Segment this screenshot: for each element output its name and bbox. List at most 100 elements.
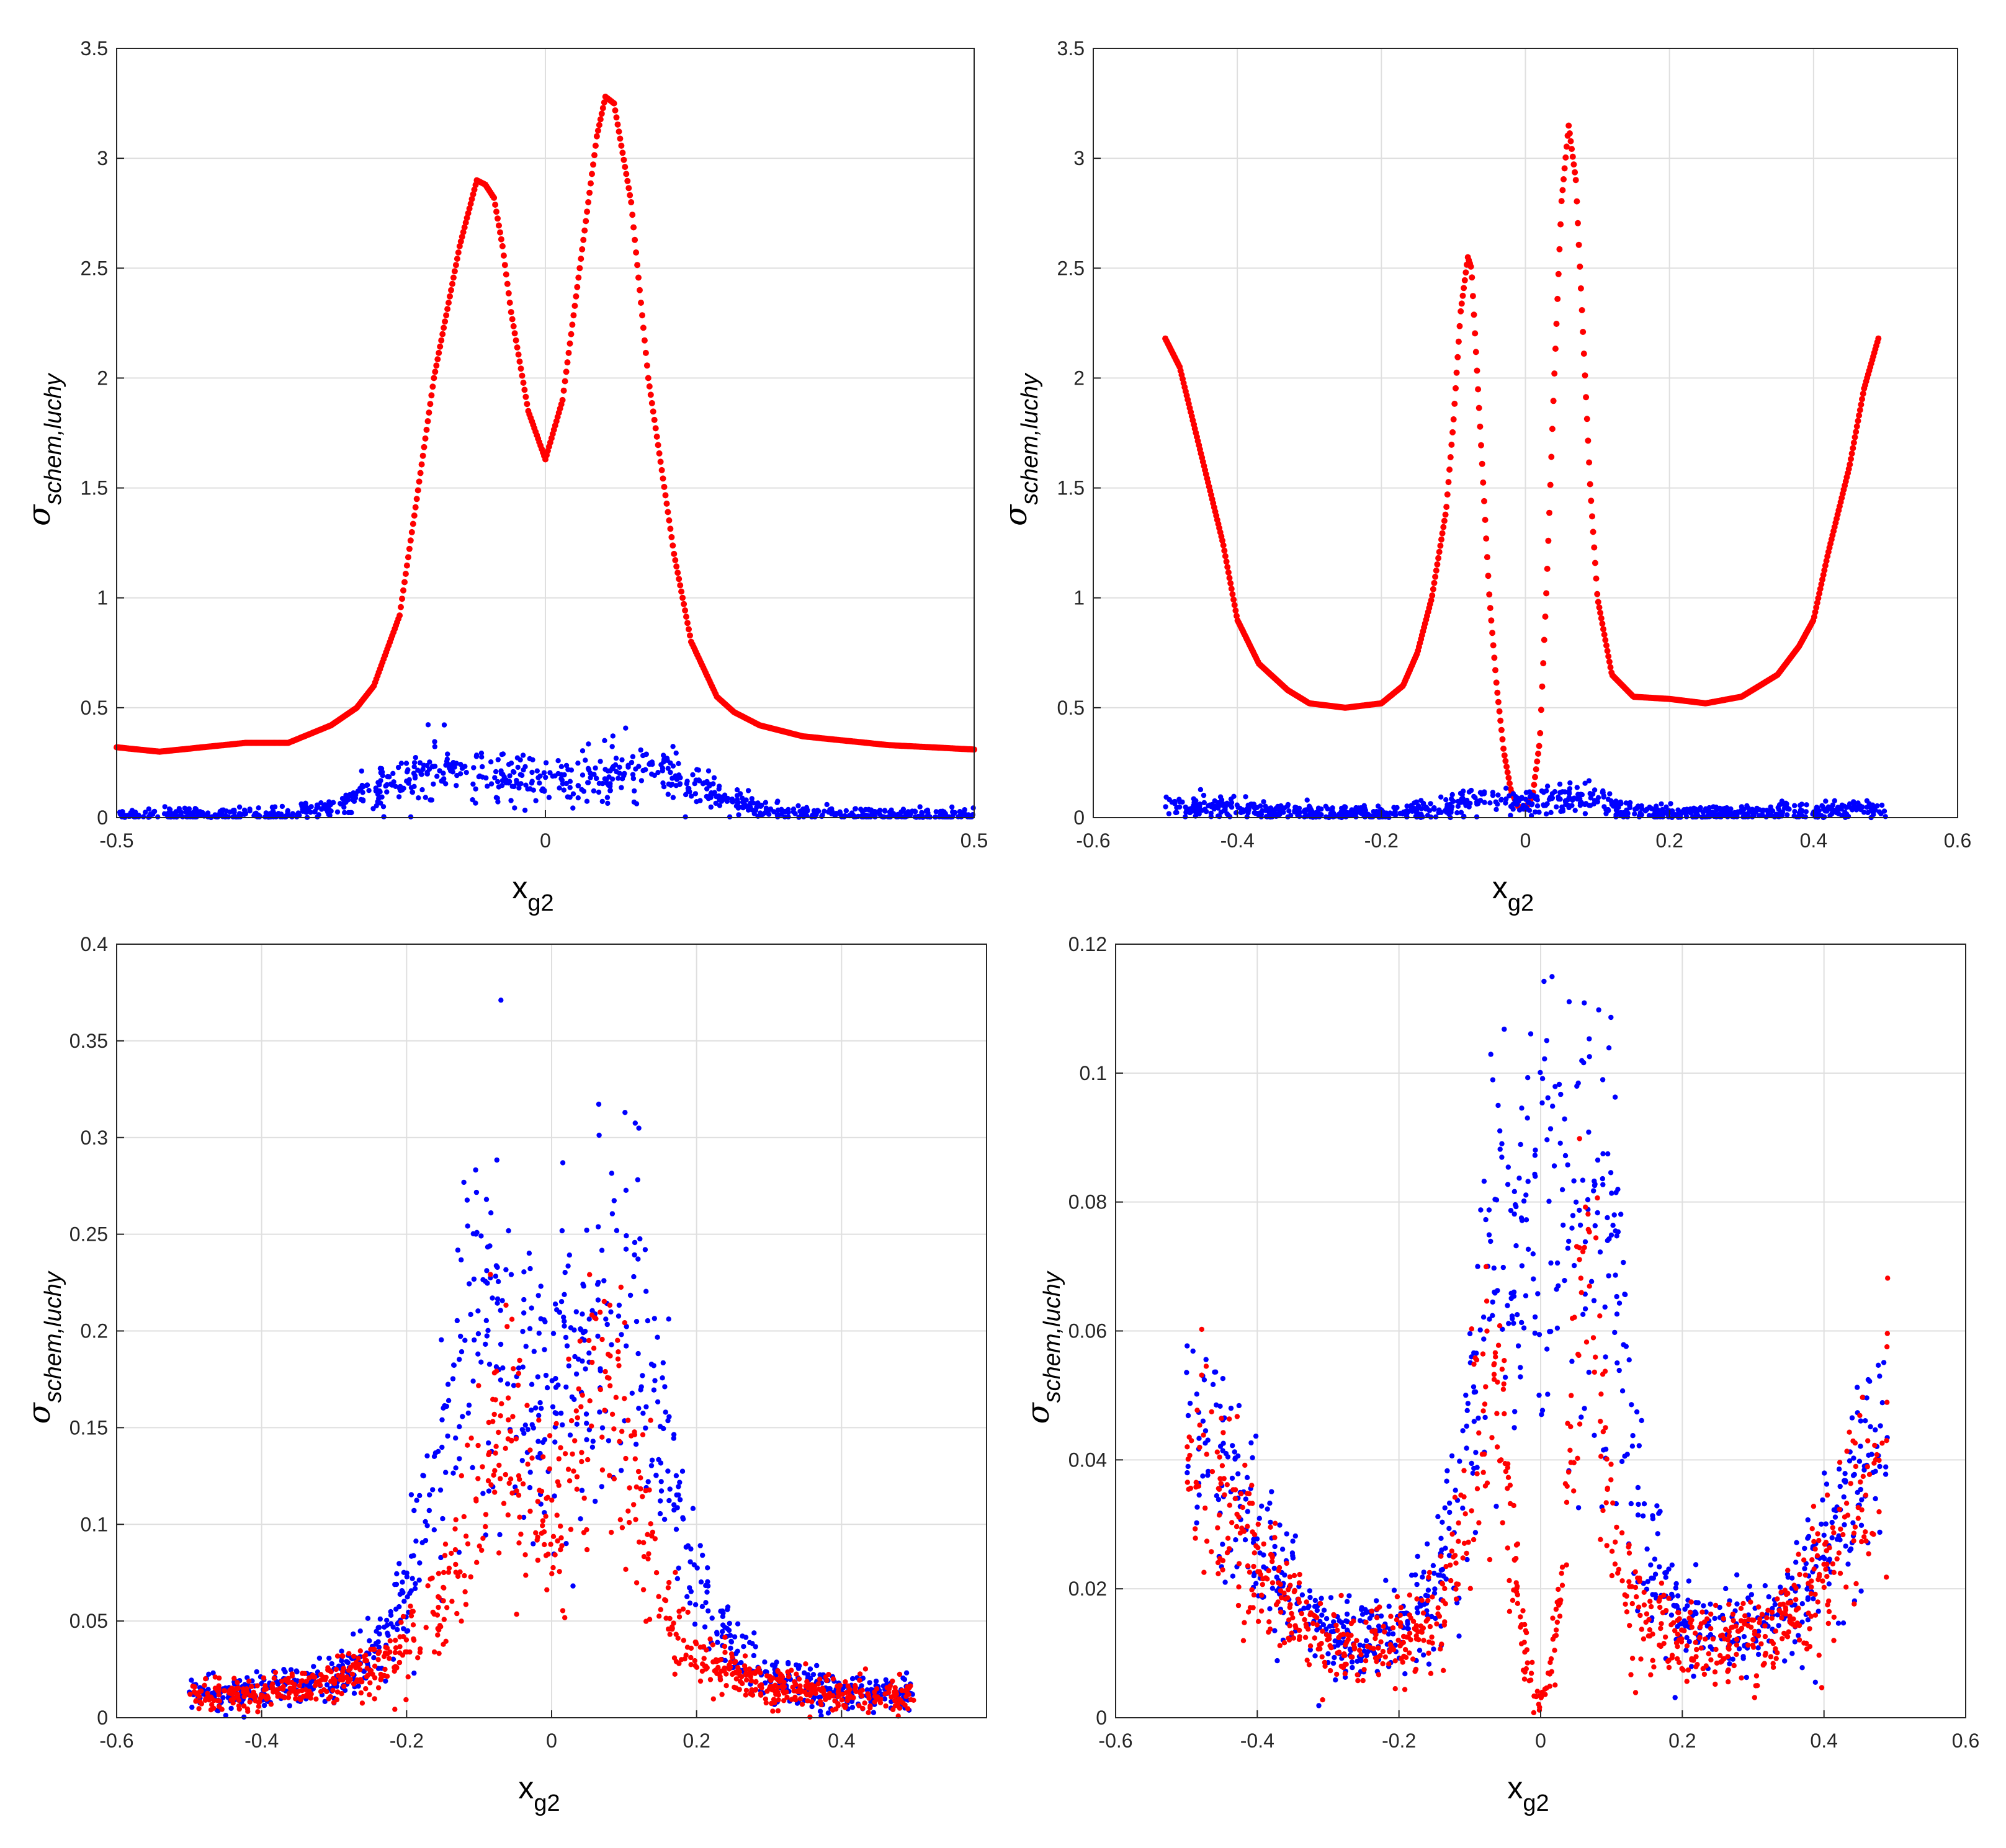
data-point-red	[862, 1666, 869, 1672]
data-point-blue	[1224, 811, 1230, 817]
data-point-red	[535, 1534, 540, 1540]
data-point-red	[594, 127, 601, 134]
data-point-blue	[583, 757, 588, 763]
data-point-blue	[715, 1640, 720, 1645]
data-point-blue	[411, 764, 417, 770]
data-point-red	[581, 1530, 587, 1535]
data-point-blue	[619, 757, 625, 763]
data-point-red	[1594, 591, 1601, 597]
data-point-blue	[1449, 792, 1455, 798]
data-point-blue	[428, 797, 433, 803]
data-point-blue	[1864, 805, 1870, 810]
data-point-blue	[1404, 814, 1410, 820]
data-point-blue	[412, 1586, 418, 1591]
data-point-blue	[1243, 794, 1248, 800]
data-point-blue	[1544, 783, 1551, 789]
data-point-blue	[645, 1318, 651, 1324]
data-point-blue	[1722, 810, 1728, 815]
data-point-red	[622, 1396, 627, 1401]
data-point-blue	[493, 769, 499, 775]
data-point-blue	[388, 1621, 394, 1627]
data-point-red	[1552, 346, 1559, 352]
data-point-blue	[522, 1422, 528, 1428]
data-point-blue	[558, 1410, 564, 1416]
data-point-red	[547, 1466, 552, 1471]
data-point-blue	[550, 774, 555, 779]
data-point-red	[1432, 573, 1439, 580]
data-point-blue	[716, 786, 722, 792]
data-point-blue	[1543, 803, 1549, 808]
data-point-red	[444, 1605, 450, 1610]
data-point-red	[589, 1423, 594, 1429]
data-point-red	[616, 128, 622, 135]
data-point-red	[212, 1674, 218, 1680]
data-point-red	[435, 1632, 441, 1638]
y-tick-label: 2	[1073, 367, 1085, 389]
data-point-blue	[1428, 801, 1433, 806]
data-point-blue	[480, 774, 485, 780]
data-point-blue	[483, 1279, 488, 1284]
data-point-blue	[687, 1600, 693, 1606]
data-point-red	[677, 582, 684, 589]
data-point-blue	[1546, 797, 1552, 802]
data-point-red	[372, 1675, 378, 1681]
data-point-blue	[375, 1625, 381, 1631]
data-point-red	[506, 1417, 511, 1422]
data-point-blue	[562, 772, 567, 778]
data-point-blue	[470, 781, 476, 787]
data-point-blue	[446, 1398, 452, 1403]
data-point-blue	[424, 1523, 430, 1529]
data-point-red	[1545, 537, 1552, 544]
data-point-blue	[596, 1280, 601, 1285]
data-point-blue	[342, 810, 347, 816]
data-point-blue	[189, 1704, 195, 1710]
data-point-red	[607, 1383, 613, 1389]
data-point-blue	[1475, 801, 1481, 806]
data-point-red	[442, 1542, 449, 1547]
data-point-blue	[475, 1331, 481, 1337]
data-point-red	[1875, 335, 1882, 342]
data-point-blue	[1792, 809, 1798, 815]
data-point-red	[480, 1464, 485, 1470]
data-point-red	[427, 401, 434, 408]
data-point-red	[367, 1680, 373, 1685]
data-point-red	[781, 1679, 787, 1685]
data-point-blue	[451, 1362, 457, 1368]
data-point-blue	[314, 805, 320, 811]
data-point-blue	[279, 803, 285, 810]
data-point-red	[1561, 165, 1568, 172]
data-point-red	[475, 1442, 481, 1448]
data-point-blue	[418, 771, 424, 777]
data-point-red	[474, 1560, 480, 1565]
data-point-red	[423, 1625, 429, 1630]
data-point-blue	[655, 770, 661, 775]
data-point-red	[363, 1686, 369, 1692]
data-point-red	[339, 1672, 345, 1679]
data-point-red	[574, 1486, 580, 1492]
data-point-red	[656, 450, 663, 457]
data-point-blue	[228, 1705, 234, 1712]
data-point-red	[596, 122, 602, 128]
data-point-red	[774, 1676, 781, 1682]
data-point-red	[566, 1478, 573, 1484]
data-point-red	[491, 1472, 496, 1478]
data-point-blue	[384, 1617, 390, 1623]
data-point-blue	[719, 798, 725, 804]
data-point-blue	[635, 1256, 641, 1262]
data-point-blue	[957, 812, 964, 818]
data-point-red	[599, 1434, 605, 1440]
data-point-blue	[357, 1628, 363, 1634]
data-point-red	[1536, 743, 1543, 749]
data-point-red	[823, 1695, 830, 1701]
data-point-blue	[282, 1669, 288, 1675]
data-point-red	[1471, 311, 1477, 318]
data-point-blue	[1323, 803, 1328, 810]
data-point-blue	[507, 773, 513, 779]
data-point-blue	[670, 744, 676, 749]
data-point-blue	[1163, 804, 1168, 810]
data-point-blue	[559, 1228, 565, 1234]
data-point-red	[505, 1395, 511, 1401]
data-point-red	[563, 368, 570, 375]
chart-panel-bottom-left: -0.6 -0.4 -0.2 0 0.2 0.400.050.10.150.20.250.…	[21, 933, 987, 1816]
data-point-blue	[1572, 795, 1577, 801]
